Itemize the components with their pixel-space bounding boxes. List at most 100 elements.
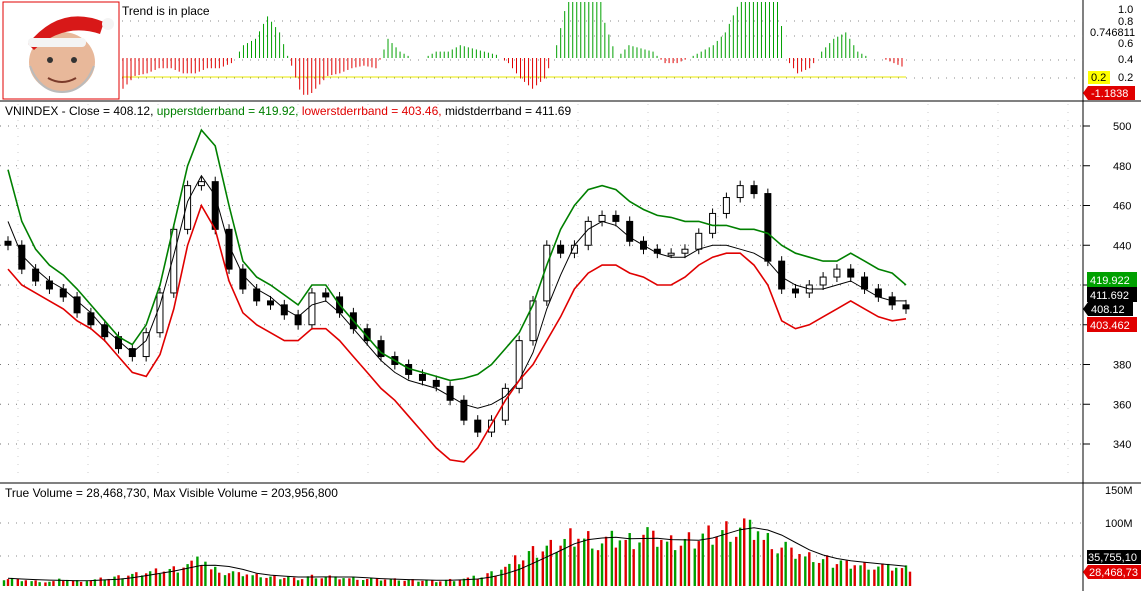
candle-body: [184, 185, 192, 230]
volume-bar: [794, 558, 797, 586]
volume-bar: [770, 549, 774, 586]
volume-bar: [71, 580, 75, 586]
volume-bar: [573, 546, 576, 586]
trend-value-badge: [1088, 71, 1110, 84]
volume-bar: [693, 548, 696, 586]
volume-bar: [853, 565, 856, 586]
volume-bar: [421, 580, 424, 586]
volume-bar: [835, 564, 839, 586]
volume-bar: [486, 573, 489, 586]
volume-bar: [881, 563, 884, 586]
volume-bar: [555, 552, 558, 586]
volume-bar: [679, 545, 683, 586]
volume-bar: [462, 578, 466, 586]
price-tick-label: 380: [1113, 360, 1131, 372]
volume-bar: [577, 538, 580, 586]
volume-bar: [683, 538, 687, 586]
volume-bar: [154, 568, 158, 586]
volume-bar: [58, 578, 61, 586]
volume-bar: [618, 540, 622, 586]
volume-bar: [900, 568, 904, 586]
volume-bar: [89, 580, 93, 586]
legend-mid: midstderrband = 411.69: [445, 104, 572, 118]
price-panel: VNINDEX - Close = 408.12, upperstderrban…: [4, 104, 1137, 463]
volume-bar: [756, 531, 760, 586]
candle-body: [432, 379, 440, 387]
candle-body: [363, 328, 371, 342]
volume-bar: [403, 580, 406, 586]
volume-bars: [2, 518, 912, 586]
volume-bar: [334, 576, 337, 586]
volume-bar: [113, 576, 116, 586]
volume-bar: [476, 578, 479, 586]
candle-body: [653, 248, 661, 254]
volume-bar: [466, 577, 470, 586]
volume-bar: [873, 569, 876, 586]
volume-bar: [600, 543, 604, 586]
upper-band-line: [7, 128, 907, 382]
volume-bar: [563, 538, 566, 586]
volume-bar: [182, 567, 185, 586]
price-tick-label: 500: [1113, 121, 1131, 133]
trend-histogram: [122, 2, 903, 95]
volume-bar: [366, 578, 369, 586]
volume-bar: [472, 575, 475, 586]
price-tick-label: 480: [1113, 161, 1131, 173]
volume-bar: [393, 578, 397, 586]
volume-bar: [739, 527, 742, 586]
volume-bar: [172, 566, 175, 586]
volume-tick-150m: 150M: [1105, 485, 1133, 497]
lower-band-line: [7, 203, 907, 463]
volume-bar: [535, 557, 539, 586]
price-tick-label: 440: [1113, 240, 1131, 252]
volume-bar: [527, 551, 531, 586]
candle-body: [833, 268, 841, 278]
candle-body: [446, 385, 454, 401]
volume-bar: [383, 579, 387, 586]
volume-bar: [687, 532, 691, 586]
volume-bar: [348, 578, 351, 586]
volume-bar: [20, 581, 24, 586]
candle-body: [73, 296, 81, 314]
volume-bar: [669, 535, 673, 586]
candle-body: [474, 419, 482, 433]
volume-bar: [583, 538, 586, 586]
candle-body: [308, 292, 316, 326]
price-tick-label: 460: [1113, 201, 1131, 213]
volume-bar: [817, 562, 821, 586]
volume-bar: [715, 536, 718, 586]
trend-tick-04: 0.4: [1118, 54, 1133, 66]
volume-bar: [711, 544, 714, 586]
volume-bar: [638, 542, 641, 586]
volume-bar: [370, 577, 373, 586]
volume-bar: [766, 533, 770, 586]
volume-bar: [314, 578, 318, 586]
volume-bar: [439, 581, 442, 586]
price-legend: VNINDEX - Close = 408.12, upperstderrban…: [5, 104, 571, 118]
trend-tick-1: 1.0: [1118, 4, 1133, 16]
volume-bar: [227, 573, 231, 586]
volume-bar: [610, 530, 614, 586]
volume-bar: [38, 582, 41, 586]
volume-bar: [752, 539, 756, 586]
candle-body: [515, 340, 523, 389]
volume-bar: [259, 577, 262, 586]
candle-body: [280, 304, 288, 316]
volume-bar: [300, 579, 304, 586]
volume-bar: [559, 545, 562, 586]
volume-bar: [890, 570, 894, 586]
candle-body: [322, 292, 330, 298]
volume-bar: [131, 573, 134, 586]
close-badge: [1083, 302, 1133, 316]
volume-bar: [652, 530, 655, 586]
volume-bar: [237, 572, 241, 586]
lower-badge: [1087, 317, 1137, 332]
volume-bar: [168, 568, 171, 586]
volume-bar: [549, 539, 552, 586]
volume-bar: [200, 565, 203, 586]
volume-bar: [99, 577, 102, 586]
volume-bar: [798, 554, 801, 586]
volume-bar: [210, 569, 213, 586]
volume-bar: [62, 580, 65, 586]
